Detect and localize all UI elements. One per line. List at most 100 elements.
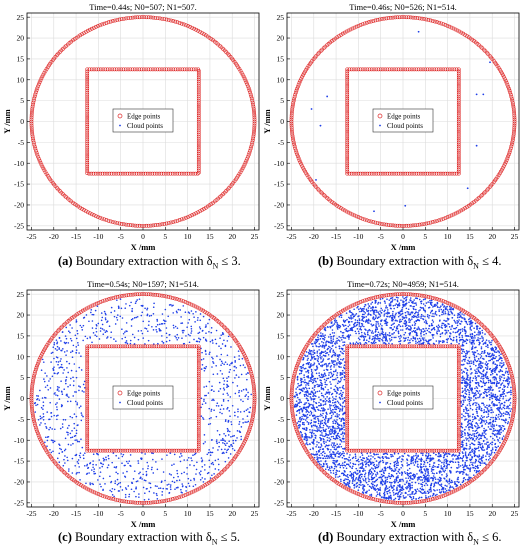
edge-point bbox=[252, 388, 257, 393]
cloud-point bbox=[49, 387, 52, 389]
edge-point bbox=[297, 158, 302, 163]
edge-point bbox=[433, 219, 437, 224]
cloud-point bbox=[211, 339, 214, 342]
cloud-point bbox=[501, 362, 503, 365]
cloud-point bbox=[490, 407, 492, 409]
cloud-point bbox=[229, 453, 232, 455]
edge-point bbox=[397, 15, 402, 20]
cloud-point bbox=[184, 311, 187, 314]
cloud-point bbox=[175, 486, 178, 489]
cloud-point bbox=[152, 458, 154, 461]
cloud-point bbox=[110, 331, 113, 334]
edge-point bbox=[382, 16, 386, 21]
edge-point bbox=[85, 156, 90, 161]
cloud-point bbox=[80, 369, 83, 371]
cloud-point bbox=[69, 384, 71, 386]
cloud-point bbox=[53, 366, 55, 368]
cloud-point bbox=[346, 475, 348, 478]
edge-point bbox=[463, 32, 467, 37]
cloud-point bbox=[90, 469, 93, 471]
cloud-point bbox=[358, 332, 360, 335]
cloud-point bbox=[193, 464, 195, 467]
cloud-point bbox=[389, 491, 391, 494]
cloud-point bbox=[372, 335, 374, 338]
cloud-point bbox=[384, 338, 387, 340]
cloud-point bbox=[482, 373, 485, 376]
cloud-point bbox=[370, 455, 372, 457]
cloud-point bbox=[336, 340, 338, 342]
cloud-point bbox=[154, 485, 157, 487]
cloud-point bbox=[186, 466, 188, 469]
edge-point bbox=[456, 96, 461, 101]
edge-point bbox=[32, 96, 37, 101]
cloud-point bbox=[358, 338, 361, 341]
edge-point bbox=[149, 223, 153, 228]
edge-point bbox=[128, 223, 133, 228]
cloud-point bbox=[337, 362, 339, 364]
cloud-point bbox=[44, 372, 46, 374]
cloud-point bbox=[432, 337, 434, 339]
cloud-point bbox=[140, 457, 142, 459]
edge-point bbox=[80, 32, 84, 36]
cloud-point bbox=[209, 422, 212, 425]
cloud-point bbox=[199, 313, 202, 315]
edge-point bbox=[245, 82, 250, 87]
edge-point bbox=[340, 31, 345, 36]
edge-point bbox=[185, 300, 190, 305]
edge-point bbox=[131, 292, 135, 297]
cloud-point bbox=[325, 417, 327, 420]
cloud-point bbox=[201, 459, 204, 462]
cloud-point bbox=[204, 402, 207, 404]
edge-point bbox=[179, 217, 184, 222]
cloud-point bbox=[76, 461, 79, 463]
cloud-point bbox=[171, 480, 174, 483]
edge-point bbox=[153, 15, 158, 20]
cloud-point bbox=[218, 445, 220, 448]
cloud-point bbox=[188, 341, 191, 344]
cloud-point bbox=[364, 341, 367, 344]
cloud-point bbox=[226, 380, 229, 383]
cloud-point bbox=[375, 473, 377, 476]
cloud-point bbox=[339, 372, 342, 374]
cloud-point bbox=[378, 456, 380, 459]
cloud-point bbox=[148, 315, 151, 317]
cloud-point bbox=[354, 479, 356, 482]
cloud-point bbox=[67, 433, 69, 436]
edge-point bbox=[430, 220, 435, 224]
edge-point bbox=[135, 67, 139, 72]
cloud-point bbox=[440, 305, 442, 307]
edge-point bbox=[449, 25, 454, 30]
cloud-point bbox=[462, 401, 465, 403]
edge-point bbox=[405, 171, 410, 176]
edge-point bbox=[345, 96, 350, 101]
cloud-point bbox=[502, 435, 505, 437]
edge-point bbox=[177, 171, 182, 176]
edge-point bbox=[339, 206, 343, 211]
edge-point bbox=[456, 79, 461, 84]
cloud-point bbox=[227, 429, 230, 431]
edge-point bbox=[162, 67, 167, 72]
edge-point bbox=[35, 152, 40, 157]
cloud-point bbox=[420, 476, 423, 478]
x-axis-label: X /mm bbox=[391, 242, 416, 252]
edge-point bbox=[160, 293, 164, 298]
x-tick-label: 10 bbox=[444, 509, 452, 518]
cloud-point bbox=[310, 397, 312, 400]
cloud-point bbox=[55, 415, 58, 417]
cloud-point bbox=[359, 456, 362, 458]
cloud-point bbox=[343, 364, 346, 367]
edge-point bbox=[398, 171, 403, 176]
edge-point bbox=[407, 171, 412, 176]
cloud-point bbox=[315, 372, 318, 375]
cloud-point bbox=[168, 339, 171, 342]
cloud-point bbox=[76, 403, 79, 406]
edge-point bbox=[135, 223, 140, 228]
edge-point bbox=[294, 150, 299, 155]
cloud-point bbox=[56, 342, 58, 345]
cloud-point bbox=[481, 375, 483, 378]
edge-point bbox=[400, 15, 404, 20]
cloud-point bbox=[474, 430, 477, 432]
cloud-point bbox=[177, 486, 179, 489]
cloud-point bbox=[488, 341, 491, 344]
cloud-point bbox=[142, 337, 145, 339]
